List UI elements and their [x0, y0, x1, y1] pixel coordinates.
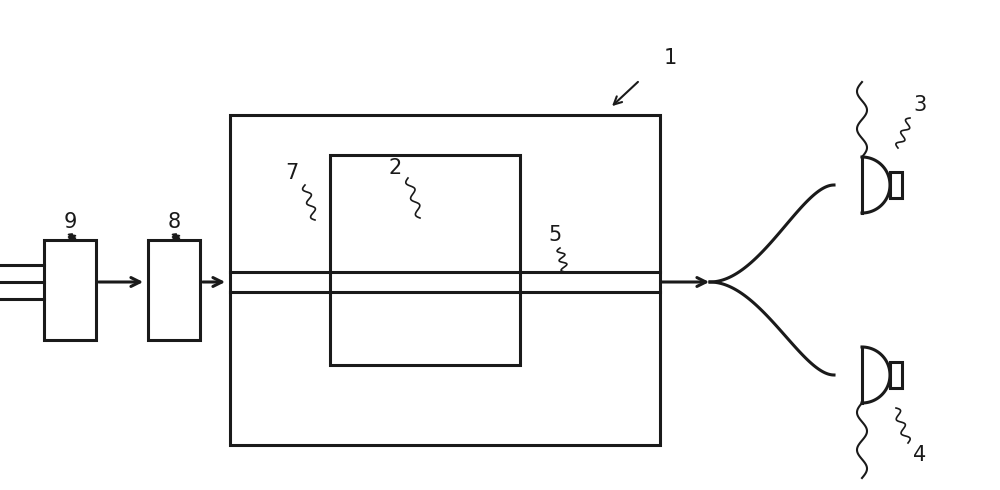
- Text: 2: 2: [388, 158, 402, 178]
- Bar: [44, 240, 96, 340]
- Text: 9: 9: [63, 212, 77, 232]
- Text: 8: 8: [167, 212, 181, 232]
- Bar: [148, 240, 200, 340]
- Text: 7: 7: [285, 163, 299, 183]
- Text: 1: 1: [663, 48, 677, 68]
- Bar: [330, 155, 520, 365]
- Bar: [890, 172, 902, 197]
- Bar: [890, 363, 902, 388]
- Text: 4: 4: [913, 445, 927, 465]
- Text: 5: 5: [548, 225, 562, 245]
- Bar: [230, 115, 660, 445]
- Text: 3: 3: [913, 95, 927, 115]
